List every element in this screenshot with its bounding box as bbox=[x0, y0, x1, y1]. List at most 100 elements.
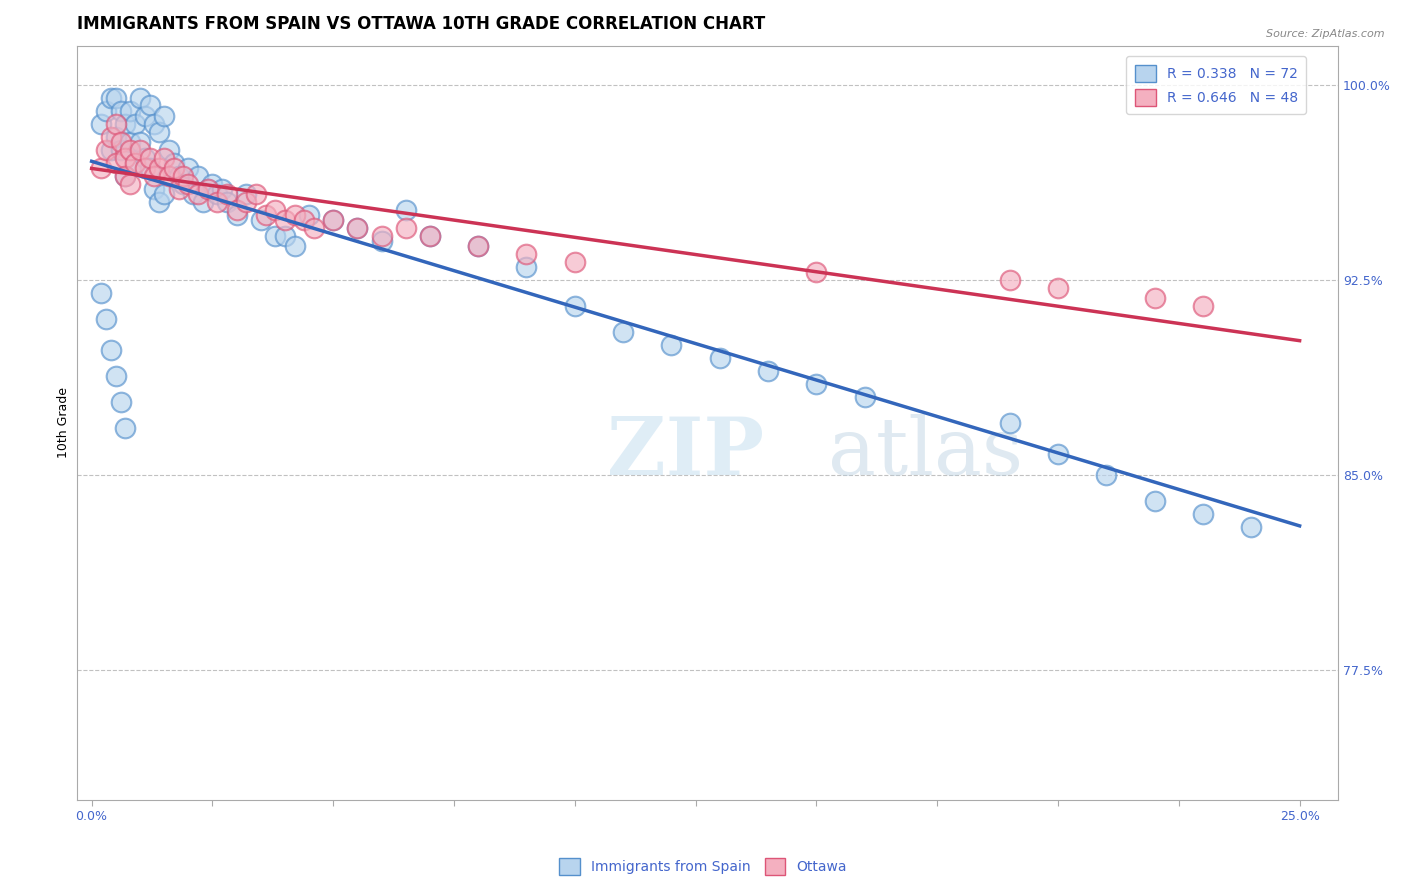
Point bbox=[129, 91, 152, 105]
Point bbox=[124, 155, 146, 169]
Point bbox=[853, 390, 876, 404]
Point bbox=[1046, 447, 1069, 461]
Point bbox=[90, 161, 112, 175]
Point bbox=[157, 169, 180, 183]
Point bbox=[187, 169, 209, 183]
Point bbox=[249, 213, 271, 227]
Point bbox=[167, 182, 190, 196]
Point bbox=[114, 169, 136, 183]
Point bbox=[225, 202, 247, 217]
Point bbox=[322, 213, 344, 227]
Point bbox=[148, 124, 170, 138]
Point bbox=[104, 117, 127, 131]
Point bbox=[172, 169, 194, 183]
Point bbox=[998, 273, 1021, 287]
Legend: R = 0.338   N = 72, R = 0.646   N = 48: R = 0.338 N = 72, R = 0.646 N = 48 bbox=[1126, 56, 1306, 114]
Point bbox=[207, 194, 229, 209]
Point bbox=[104, 129, 127, 144]
Point bbox=[104, 155, 127, 169]
Point bbox=[129, 143, 152, 157]
Point bbox=[90, 117, 112, 131]
Point bbox=[298, 208, 321, 222]
Point bbox=[1095, 467, 1118, 482]
Point bbox=[211, 182, 233, 196]
Point bbox=[100, 343, 122, 357]
Point bbox=[284, 239, 307, 253]
Point bbox=[94, 143, 117, 157]
Point bbox=[274, 213, 297, 227]
Point bbox=[157, 143, 180, 157]
Point bbox=[187, 186, 209, 201]
Point bbox=[1192, 507, 1215, 521]
Point bbox=[104, 91, 127, 105]
Point bbox=[120, 135, 142, 149]
Point bbox=[134, 161, 156, 175]
Point bbox=[235, 186, 257, 201]
Point bbox=[90, 285, 112, 300]
Point bbox=[138, 161, 160, 175]
Point bbox=[1143, 494, 1166, 508]
Point bbox=[419, 228, 441, 243]
Text: Source: ZipAtlas.com: Source: ZipAtlas.com bbox=[1267, 29, 1385, 38]
Point bbox=[215, 186, 238, 201]
Point bbox=[138, 151, 160, 165]
Point bbox=[163, 161, 186, 175]
Point bbox=[114, 117, 136, 131]
Point bbox=[120, 177, 142, 191]
Point bbox=[215, 194, 238, 209]
Text: IMMIGRANTS FROM SPAIN VS OTTAWA 10TH GRADE CORRELATION CHART: IMMIGRANTS FROM SPAIN VS OTTAWA 10TH GRA… bbox=[77, 15, 765, 33]
Point bbox=[806, 265, 828, 279]
Point bbox=[467, 239, 489, 253]
Point bbox=[153, 109, 176, 123]
Point bbox=[1143, 291, 1166, 305]
Point bbox=[201, 177, 224, 191]
Point bbox=[172, 177, 194, 191]
Point bbox=[515, 247, 537, 261]
Point bbox=[114, 421, 136, 435]
Point bbox=[292, 213, 315, 227]
Point bbox=[114, 169, 136, 183]
Point bbox=[148, 161, 170, 175]
Text: atlas: atlas bbox=[828, 414, 1022, 492]
Text: ZIP: ZIP bbox=[607, 414, 763, 492]
Point bbox=[264, 228, 287, 243]
Point bbox=[756, 364, 779, 378]
Point bbox=[120, 143, 142, 157]
Point bbox=[564, 254, 586, 268]
Point bbox=[134, 109, 156, 123]
Point bbox=[129, 135, 152, 149]
Point bbox=[153, 151, 176, 165]
Point bbox=[1046, 280, 1069, 294]
Point bbox=[124, 155, 146, 169]
Point bbox=[177, 177, 200, 191]
Point bbox=[322, 213, 344, 227]
Point bbox=[100, 143, 122, 157]
Point bbox=[124, 117, 146, 131]
Point bbox=[264, 202, 287, 217]
Point bbox=[395, 220, 418, 235]
Point bbox=[395, 202, 418, 217]
Point bbox=[302, 220, 325, 235]
Point bbox=[191, 194, 214, 209]
Point bbox=[370, 228, 392, 243]
Legend: Immigrants from Spain, Ottawa: Immigrants from Spain, Ottawa bbox=[554, 853, 852, 880]
Point bbox=[197, 182, 219, 196]
Point bbox=[110, 395, 132, 409]
Point bbox=[274, 228, 297, 243]
Point bbox=[346, 220, 368, 235]
Point bbox=[134, 151, 156, 165]
Point bbox=[998, 416, 1021, 430]
Point bbox=[564, 299, 586, 313]
Point bbox=[177, 161, 200, 175]
Point bbox=[110, 143, 132, 157]
Point bbox=[225, 208, 247, 222]
Point bbox=[120, 103, 142, 118]
Point bbox=[114, 151, 136, 165]
Point bbox=[207, 186, 229, 201]
Point bbox=[143, 182, 166, 196]
Point bbox=[661, 338, 683, 352]
Point bbox=[104, 369, 127, 384]
Point bbox=[100, 91, 122, 105]
Point bbox=[94, 311, 117, 326]
Point bbox=[138, 98, 160, 112]
